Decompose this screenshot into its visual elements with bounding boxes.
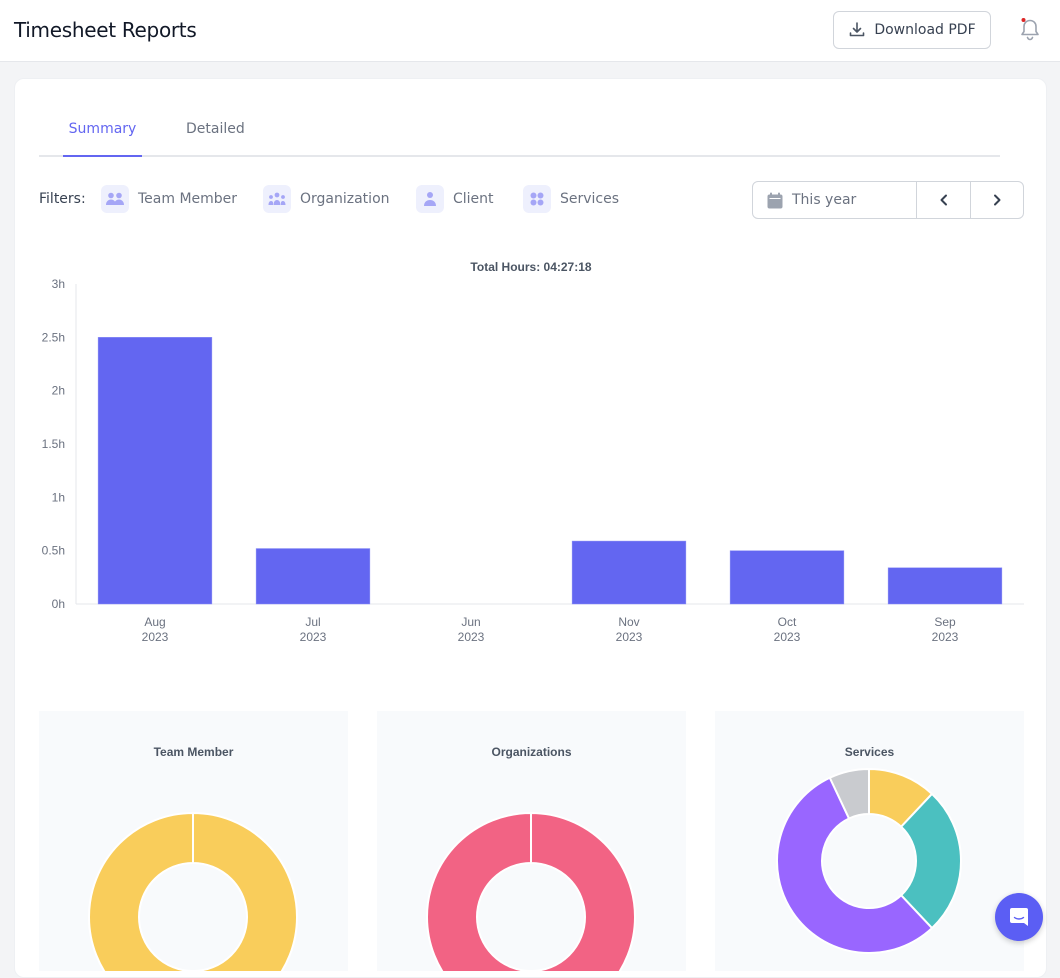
hours-bar-chart: Total Hours: 04:27:18 0h 0.5h 1h 1.5h 2h 2.5h… bbox=[42, 260, 1024, 644]
user-icon bbox=[416, 185, 444, 213]
services-donut bbox=[776, 767, 962, 954]
y-tick-label: 0h bbox=[52, 597, 65, 611]
report-card: Summary Detailed Filters: Team Member Or… bbox=[14, 78, 1047, 978]
x-tick-month: Jul bbox=[305, 615, 320, 629]
bar-aug[interactable] bbox=[97, 337, 213, 605]
donut-slice[interactable] bbox=[426, 811, 532, 978]
bell-icon bbox=[1021, 18, 1039, 41]
chat-launcher-button[interactable] bbox=[995, 893, 1043, 941]
x-tick-year: 2023 bbox=[774, 630, 801, 644]
grid-icon bbox=[523, 185, 551, 213]
y-tick-label: 0.5h bbox=[42, 544, 65, 558]
y-tick-label: 3h bbox=[52, 277, 65, 291]
team-member-chart-title: Team Member bbox=[153, 745, 234, 759]
filters-label: Filters: bbox=[39, 191, 86, 207]
filter-team-member-label: Team Member bbox=[138, 191, 238, 207]
donut-slice[interactable] bbox=[88, 811, 194, 978]
organizations-panel: Organizations bbox=[377, 711, 686, 978]
donut-slice[interactable] bbox=[776, 776, 934, 954]
date-range-select[interactable]: This year bbox=[753, 182, 918, 218]
filter-organization[interactable]: Organization bbox=[263, 185, 390, 213]
organization-icon bbox=[263, 185, 291, 213]
bar-jul[interactable] bbox=[255, 548, 371, 605]
donut-slice[interactable] bbox=[828, 767, 870, 820]
filter-organization-label: Organization bbox=[300, 191, 390, 207]
y-tick-label: 2.5h bbox=[42, 330, 65, 344]
bar-oct[interactable] bbox=[729, 550, 845, 605]
top-bar: Timesheet Reports Download PDF bbox=[0, 0, 1060, 62]
tab-bar: Summary Detailed bbox=[39, 109, 1000, 157]
filter-client-label: Client bbox=[453, 191, 494, 207]
notifications-button[interactable] bbox=[1018, 17, 1042, 43]
x-tick-year: 2023 bbox=[458, 630, 485, 644]
services-chart-title: Services bbox=[844, 745, 895, 759]
y-tick-label: 1.5h bbox=[42, 437, 65, 451]
x-tick-month: Sep bbox=[934, 615, 956, 629]
download-pdf-button[interactable]: Download PDF bbox=[833, 11, 991, 49]
download-pdf-label: Download PDF bbox=[874, 22, 976, 38]
x-tick-year: 2023 bbox=[932, 630, 959, 644]
organizations-donut bbox=[426, 811, 636, 978]
donut-slice[interactable] bbox=[899, 792, 962, 930]
date-range-label: This year bbox=[792, 192, 857, 208]
x-tick-month: Nov bbox=[618, 615, 639, 629]
donut-slice[interactable] bbox=[192, 811, 298, 978]
bar-sep[interactable] bbox=[887, 567, 1003, 605]
chevron-left-icon bbox=[940, 194, 947, 206]
x-tick-year: 2023 bbox=[300, 630, 327, 644]
filter-client[interactable]: Client bbox=[416, 185, 494, 213]
team-member-donut bbox=[88, 811, 298, 978]
previous-period-button[interactable] bbox=[917, 182, 970, 218]
page-title: Timesheet Reports bbox=[14, 18, 197, 42]
date-range-control: This year bbox=[752, 181, 1024, 219]
next-period-button[interactable] bbox=[970, 182, 1023, 218]
x-tick-month: Oct bbox=[778, 615, 797, 629]
x-tick-month: Jun bbox=[461, 615, 480, 629]
tab-detailed[interactable]: Detailed bbox=[186, 121, 245, 137]
team-icon bbox=[101, 185, 129, 213]
organizations-chart-title: Organizations bbox=[491, 745, 572, 759]
y-tick-label: 1h bbox=[52, 490, 65, 504]
download-icon bbox=[850, 22, 865, 37]
tab-summary[interactable]: Summary bbox=[63, 121, 142, 157]
x-tick-year: 2023 bbox=[616, 630, 643, 644]
calendar-icon bbox=[767, 192, 783, 208]
filter-services-label: Services bbox=[560, 191, 620, 207]
donut-slice[interactable] bbox=[530, 811, 636, 978]
notification-dot bbox=[1021, 18, 1026, 22]
filter-team-member[interactable]: Team Member bbox=[101, 185, 237, 213]
y-tick-label: 2h bbox=[52, 384, 65, 398]
team-member-panel: Team Member bbox=[39, 711, 348, 978]
x-tick-year: 2023 bbox=[142, 630, 169, 644]
filter-services[interactable]: Services bbox=[523, 185, 619, 213]
bar-nov[interactable] bbox=[571, 540, 687, 605]
x-tick-month: Aug bbox=[144, 615, 165, 629]
services-panel: Services bbox=[715, 711, 1024, 971]
chat-icon bbox=[1010, 908, 1028, 926]
chevron-right-icon bbox=[994, 194, 1001, 206]
chart-title: Total Hours: 04:27:18 bbox=[470, 260, 591, 274]
